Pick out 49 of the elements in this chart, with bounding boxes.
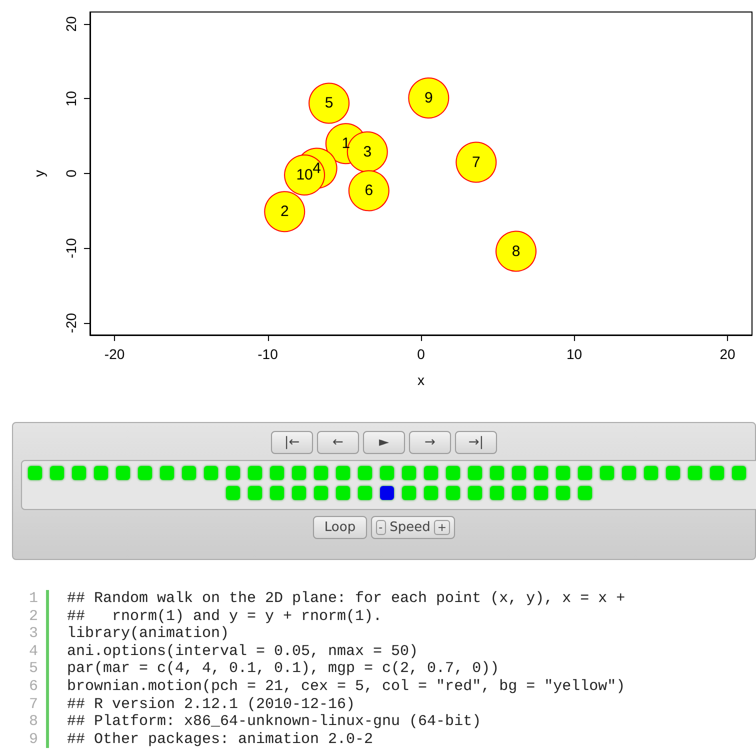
series-label: 2 (280, 203, 289, 220)
y-tick-label: 10 (63, 90, 79, 107)
series-label: 9 (424, 89, 433, 106)
text: ## Random walk on the 2D plane: for each point (x, y), x = x + (67, 590, 626, 608)
series-label: 8 (512, 242, 520, 260)
text: + (434, 520, 450, 535)
text: 9 (20, 730, 49, 748)
x-axis-title: x (418, 372, 424, 388)
text: →| (455, 431, 497, 454)
y-tick-label: 20 (63, 16, 79, 32)
text: Speed (390, 520, 430, 535)
text: 8 (20, 713, 49, 731)
text: 6 (20, 678, 49, 696)
y-axis-title: y (31, 170, 47, 177)
text: 4 (20, 642, 49, 660)
x-tick-label: -10 (258, 346, 278, 362)
series-label: 5 (324, 94, 334, 112)
text: brownian.motion(pch = 21, cex = 5, col = "red", bg = "yellow") (67, 678, 626, 696)
text: ani.options(interval = 0.05, nmax = 50) (67, 642, 418, 660)
series-label: 3 (363, 143, 372, 160)
series-label: 10 (296, 166, 313, 184)
text: library(animation) (67, 625, 230, 643)
y-tick-label: -20 (63, 312, 79, 334)
x-tick-label: 0 (417, 346, 426, 362)
text: - (376, 520, 386, 535)
text: ## rnorm(1) and y = y + rnorm(1). (67, 608, 382, 626)
x-tick-label: 20 (720, 346, 736, 362)
series-label: 1 (342, 135, 350, 152)
text: 1 (20, 590, 49, 608)
text: ► (363, 431, 405, 454)
text: ## R version 2.12.1 (2010-12-16) (67, 696, 356, 714)
x-tick-label: -20 (104, 346, 125, 362)
text: ## Platform: x86_64-unknown-linux-gnu (64-bit) (67, 713, 482, 731)
text: ← (317, 431, 359, 454)
text: |← (271, 431, 313, 454)
text: 2 (20, 608, 49, 626)
series-label: 6 (364, 182, 374, 200)
text: par(mar = c(4, 4, 0.1, 0.1), mgp = c(2, 0.7, 0)) (67, 660, 500, 678)
text: 3 (20, 625, 49, 643)
series-label: 4 (312, 160, 321, 177)
text: → (409, 431, 451, 454)
text: ## Other packages: animation 2.0-2 (67, 730, 374, 748)
text: Loop (313, 516, 367, 539)
y-tick-label: 0 (63, 169, 79, 178)
y-tick-label: -10 (63, 238, 79, 258)
series-label: 7 (472, 154, 480, 171)
text: 7 (20, 696, 49, 714)
text: 5 (20, 660, 49, 678)
x-tick-label: 10 (566, 346, 582, 362)
